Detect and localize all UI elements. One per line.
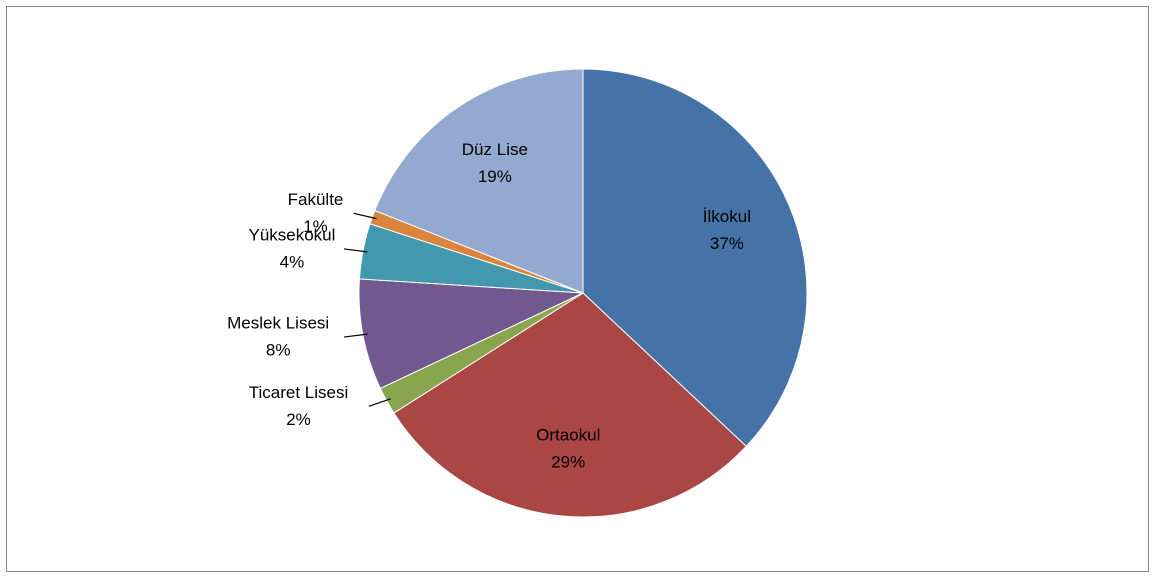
slice-label-name: Fakülte <box>288 190 344 209</box>
slice-label-value: 19% <box>478 167 512 186</box>
slice-label-name: Düz Lise <box>462 140 528 159</box>
slice-label-name: Yüksekokul <box>248 225 335 244</box>
slice-label-value: 4% <box>280 252 305 271</box>
slice-label-name: Ticaret Lisesi <box>249 383 349 402</box>
leader-line <box>353 212 377 220</box>
leader-line <box>368 398 391 407</box>
slice-label-name: Meslek Lisesi <box>227 314 329 333</box>
leader-line <box>343 248 368 253</box>
slice-label-value: 1% <box>303 217 328 236</box>
leader-line <box>343 333 368 338</box>
slice-label-name: İlkokul <box>703 207 751 226</box>
slice-label-name: Ortaokul <box>536 426 600 445</box>
pie-slice <box>582 68 808 448</box>
slice-label-value: 29% <box>551 453 585 472</box>
slice-label-value: 2% <box>286 410 311 429</box>
slice-label-value: 37% <box>710 234 744 253</box>
slice-label-value: 8% <box>266 341 291 360</box>
pie-slice <box>393 292 747 518</box>
pie-slice <box>374 68 584 294</box>
